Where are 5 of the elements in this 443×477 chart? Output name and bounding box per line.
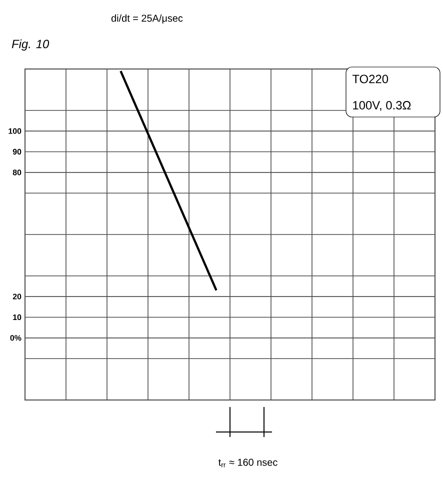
chart-title: Fig. 10	[12, 39, 50, 51]
text: di/dt = 25A/μsec	[111, 14, 183, 24]
annotation: 100V, 0.3Ω	[353, 101, 411, 111]
text: t$_{rr}$ ≈ 160 nsec	[218, 458, 278, 468]
annotation: TO220	[352, 74, 388, 84]
